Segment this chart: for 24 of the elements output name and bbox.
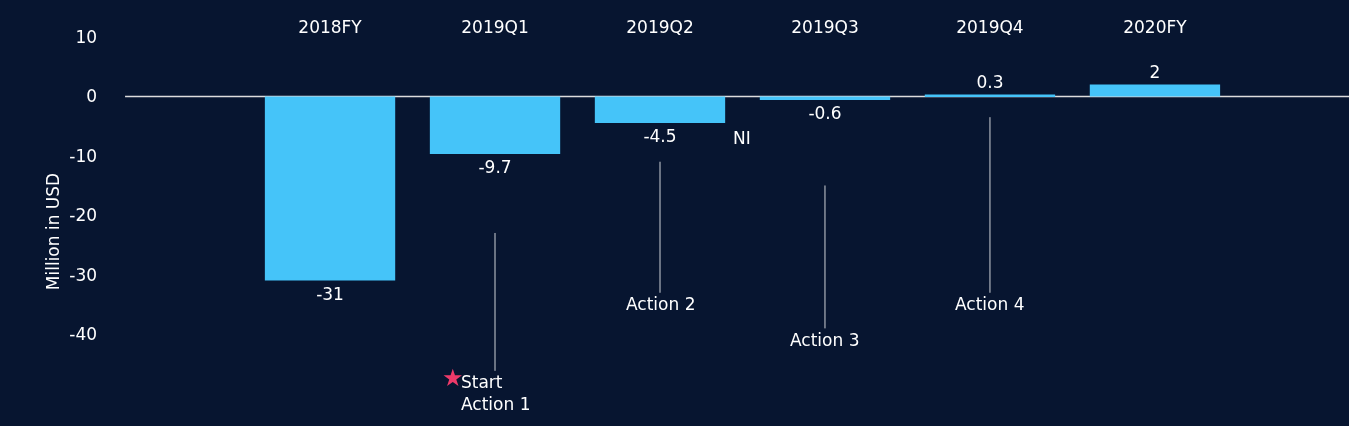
y-axis-title: Million in USD — [42, 172, 63, 291]
annotation: Start Action 1 — [461, 372, 531, 415]
data-label: -0.6 — [808, 102, 842, 123]
annotation: Action 4 — [955, 294, 1025, 314]
y-tick-label: -30 — [69, 264, 98, 285]
y-tick-label: -40 — [69, 323, 98, 344]
data-label: 2 — [1149, 61, 1161, 82]
x-tick-label: 2019Q4 — [956, 16, 1024, 37]
annotation: NI — [733, 128, 751, 148]
x-tick-label: 2019Q2 — [626, 16, 694, 37]
y-tick-label: 0 — [86, 86, 98, 107]
y-tick-label: 10 — [75, 26, 98, 47]
data-label: 0.3 — [976, 71, 1004, 92]
annotation: Action 3 — [790, 330, 860, 350]
x-tick-label: 2020FY — [1123, 16, 1188, 37]
annotation: Action 2 — [626, 294, 696, 314]
data-label: -31 — [316, 283, 344, 304]
y-tick-label: -20 — [69, 205, 98, 226]
x-tick-label: 2019Q3 — [791, 16, 859, 37]
x-tick-label: 2019Q1 — [461, 16, 529, 37]
data-label: -9.7 — [478, 157, 512, 177]
y-tick-label: -10 — [69, 145, 98, 166]
x-tick-label: 2018FY — [298, 16, 363, 37]
data-label: -4.5 — [643, 126, 677, 147]
